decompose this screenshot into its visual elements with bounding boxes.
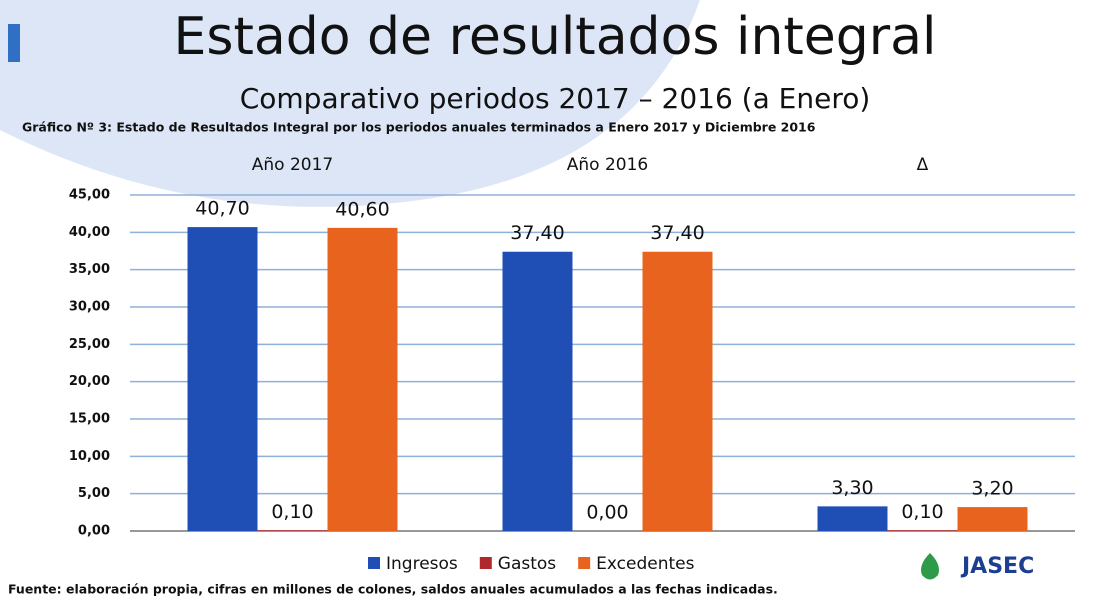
caption: Gráfico Nº 3: Estado de Resultados Integ… [22, 120, 816, 135]
x-category-label: Año 2016 [567, 155, 648, 175]
value-label: 3,30 [831, 477, 873, 499]
legend-swatch [578, 557, 591, 569]
value-label: 40,60 [335, 198, 389, 220]
value-label: 0,00 [586, 502, 628, 524]
y-tick-label: 20,00 [69, 374, 110, 389]
x-category-label: Año 2017 [252, 155, 333, 175]
legend-label: Excedentes [596, 554, 694, 574]
title: Estado de resultados integral [174, 7, 937, 67]
value-label: 0,10 [271, 501, 313, 523]
logo-text: JASEC [960, 554, 1034, 579]
bar [187, 227, 258, 531]
source: Fuente: elaboración propia, cifras en mi… [8, 582, 778, 597]
logo-drop [921, 553, 939, 580]
value-label: 37,40 [510, 222, 564, 244]
bar [642, 251, 713, 531]
legend-swatch [479, 557, 492, 569]
value-label: 40,70 [195, 198, 249, 220]
bar [327, 227, 398, 531]
y-tick-label: 25,00 [69, 337, 110, 352]
x-category-label: Δ [917, 155, 929, 175]
legend-label: Ingresos [386, 554, 458, 574]
subtitle: Comparativo periodos 2017 – 2016 (a Ener… [240, 82, 871, 115]
bar [957, 507, 1028, 531]
legend-label: Gastos [498, 554, 557, 574]
y-tick-label: 5,00 [78, 486, 110, 501]
y-tick-label: 30,00 [69, 300, 110, 315]
legend-swatch [368, 557, 380, 569]
y-tick-label: 35,00 [69, 262, 110, 277]
value-label: 0,10 [901, 501, 943, 523]
bar [257, 530, 328, 531]
value-label: 3,20 [971, 478, 1013, 500]
bar [502, 251, 573, 531]
y-tick-label: 45,00 [69, 188, 110, 203]
background-shape [0, 0, 700, 207]
y-tick-label: 0,00 [78, 524, 110, 539]
value-label: 37,40 [650, 222, 704, 244]
bar [887, 530, 958, 531]
y-tick-label: 10,00 [69, 449, 110, 464]
logo: JASEC [921, 553, 1034, 580]
bar [817, 506, 888, 531]
y-tick-label: 15,00 [69, 412, 110, 427]
accent-bar [8, 24, 20, 62]
y-tick-label: 40,00 [69, 225, 110, 240]
